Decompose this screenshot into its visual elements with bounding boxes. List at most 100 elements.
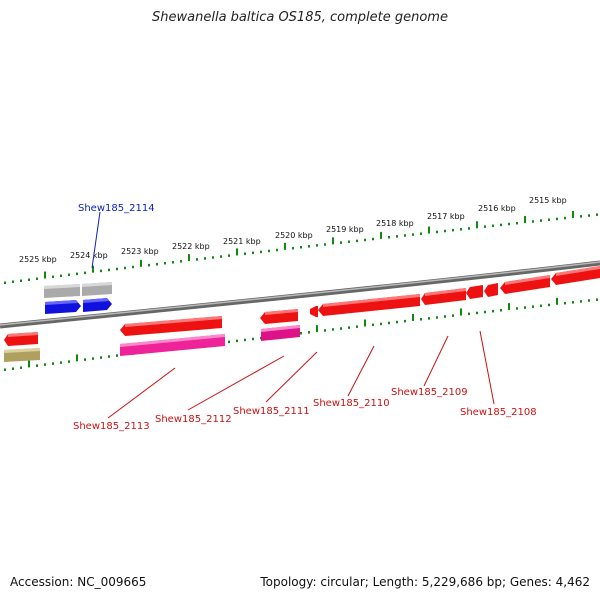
- minor-tick: [100, 356, 102, 359]
- minor-tick: [372, 237, 374, 241]
- major-tick: [92, 265, 94, 273]
- blue-feature[interactable]: [45, 300, 81, 314]
- minor-tick: [428, 317, 430, 320]
- map-title: Shewanella baltica OS185, complete genom…: [152, 10, 448, 25]
- minor-tick: [116, 354, 118, 357]
- minor-tick: [36, 364, 38, 367]
- minor-tick: [236, 339, 238, 343]
- scale-label: 2518 kbp: [376, 219, 414, 228]
- minor-tick: [228, 254, 230, 257]
- minor-tick: [532, 305, 534, 308]
- minor-tick: [252, 337, 254, 341]
- cds-feature[interactable]: [551, 266, 600, 285]
- gray-feature[interactable]: [82, 282, 112, 296]
- upper-tick-track: [4, 210, 598, 285]
- minor-tick: [324, 329, 326, 332]
- scale-label: 2520 kbp: [275, 231, 313, 240]
- minor-tick: [28, 278, 30, 282]
- minor-tick: [452, 314, 454, 317]
- minor-tick: [420, 232, 422, 235]
- cds-feature[interactable]: [318, 294, 420, 316]
- major-tick: [284, 242, 286, 250]
- gray-feature[interactable]: [44, 284, 80, 298]
- minor-tick: [356, 239, 358, 243]
- minor-tick: [164, 261, 166, 265]
- minor-tick: [76, 272, 78, 276]
- minor-tick: [316, 244, 318, 247]
- scale-label: 2515 kbp: [529, 196, 567, 205]
- leader-line-2108: [479, 330, 495, 405]
- cds-feature[interactable]: [310, 306, 318, 317]
- major-tick: [572, 210, 574, 218]
- cds-feature[interactable]: [484, 283, 498, 297]
- minor-tick: [404, 234, 406, 237]
- minor-tick: [124, 266, 126, 270]
- minor-tick: [500, 309, 502, 312]
- gene-label-2110[interactable]: Shew185_2110: [313, 398, 390, 409]
- scale-label: 2522 kbp: [172, 242, 210, 251]
- minor-tick: [380, 322, 382, 326]
- gene-label-2112[interactable]: Shew185_2112: [155, 414, 232, 425]
- minor-tick: [292, 246, 294, 250]
- cds-feature[interactable]: [421, 288, 466, 305]
- cds-feature[interactable]: [500, 275, 550, 294]
- major-tick: [412, 313, 414, 321]
- major-tick: [76, 354, 78, 362]
- gene-label-2113[interactable]: Shew185_2113: [73, 421, 150, 432]
- minor-tick: [388, 236, 390, 239]
- gene-label-2114[interactable]: Shew185_2114: [78, 203, 155, 214]
- gene-label-2109[interactable]: Shew185_2109: [391, 387, 468, 398]
- minor-tick: [44, 363, 46, 366]
- minor-tick: [324, 243, 326, 246]
- genome-backbone: [0, 260, 600, 329]
- gene-label-2108[interactable]: Shew185_2108: [460, 407, 537, 418]
- minor-tick: [396, 235, 398, 238]
- olive-feature[interactable]: [4, 348, 40, 362]
- minor-tick: [252, 251, 254, 255]
- minor-tick: [220, 255, 222, 258]
- cds-feature[interactable]: [466, 285, 483, 299]
- minor-tick: [156, 262, 158, 266]
- minor-tick: [484, 225, 486, 228]
- major-tick: [364, 319, 366, 327]
- minor-tick: [404, 319, 406, 323]
- minor-tick: [108, 355, 110, 358]
- major-tick: [476, 221, 478, 229]
- minor-tick: [348, 326, 350, 329]
- leader-line-2112: [187, 355, 285, 411]
- minor-tick: [548, 218, 550, 222]
- minor-tick: [20, 279, 22, 283]
- major-tick: [460, 308, 462, 316]
- minor-tick: [468, 312, 470, 316]
- leader-line-2111: [265, 351, 318, 403]
- minor-tick: [260, 250, 262, 254]
- minor-tick: [92, 357, 94, 360]
- major-tick: [236, 248, 238, 256]
- minor-tick: [84, 358, 86, 361]
- rna-feature[interactable]: [261, 325, 300, 341]
- cds-feature[interactable]: [260, 309, 298, 324]
- minor-tick: [148, 263, 150, 267]
- minor-tick: [228, 340, 230, 344]
- rna-feature[interactable]: [120, 334, 225, 356]
- minor-tick: [572, 301, 574, 304]
- gene-label-2111[interactable]: Shew185_2111: [233, 406, 310, 417]
- minor-tick: [276, 248, 278, 252]
- major-tick: [380, 231, 382, 239]
- minor-tick: [420, 318, 422, 321]
- blue-feature[interactable]: [83, 298, 112, 312]
- minor-tick: [172, 260, 174, 264]
- minor-tick: [508, 222, 510, 226]
- minor-tick: [460, 228, 462, 231]
- minor-tick: [212, 256, 214, 259]
- minor-tick: [244, 338, 246, 342]
- minor-tick: [52, 362, 54, 365]
- minor-tick: [356, 325, 358, 328]
- minor-tick: [524, 306, 526, 309]
- cds-feature[interactable]: [120, 316, 222, 336]
- minor-tick: [116, 267, 118, 271]
- minor-tick: [444, 229, 446, 233]
- cds-feature[interactable]: [4, 332, 38, 346]
